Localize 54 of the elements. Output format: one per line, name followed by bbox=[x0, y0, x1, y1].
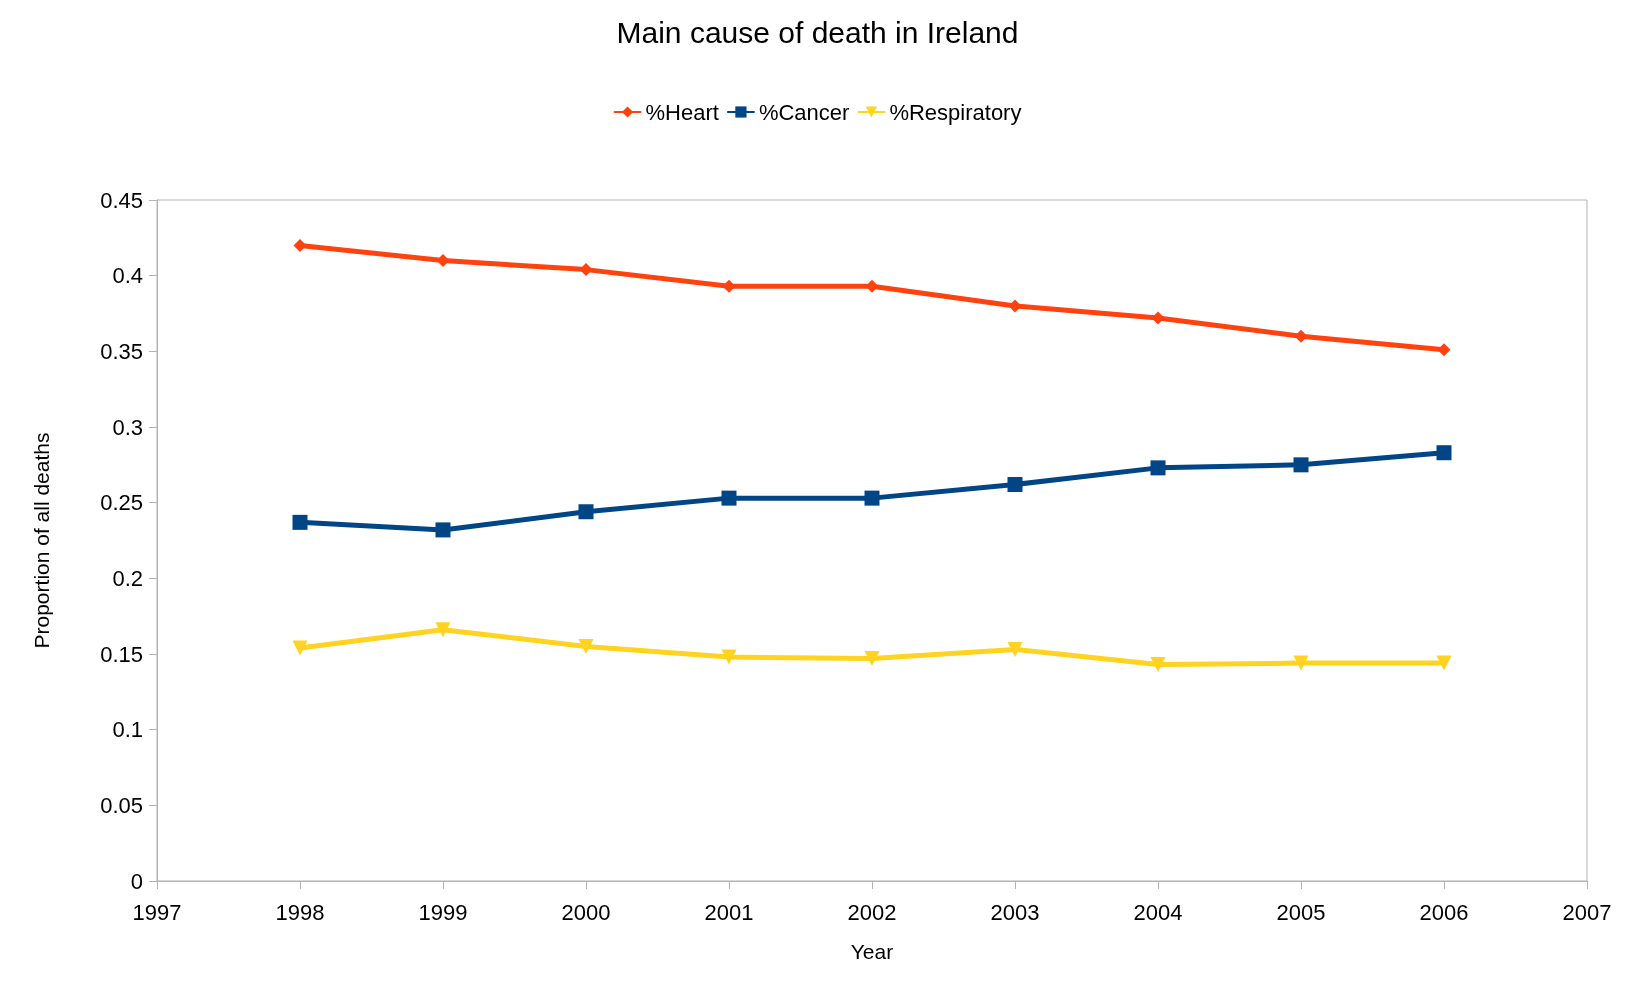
point bbox=[864, 651, 880, 667]
x-tick-label: 2003 bbox=[990, 899, 1040, 925]
y-tick-label: 0.45 bbox=[100, 187, 143, 213]
point bbox=[578, 504, 594, 520]
legend-label: %Cancer bbox=[758, 99, 850, 125]
point bbox=[293, 238, 307, 252]
point bbox=[1007, 641, 1023, 657]
y-tick-label: 0.1 bbox=[112, 717, 143, 743]
point bbox=[292, 640, 308, 656]
x-tick-label: 1998 bbox=[275, 899, 325, 925]
x-tick-label: 2004 bbox=[1133, 899, 1183, 925]
y-tick-label: 0.3 bbox=[112, 414, 143, 440]
point bbox=[436, 254, 450, 268]
legend-label: %Heart bbox=[645, 99, 719, 125]
point bbox=[578, 638, 594, 654]
legend-label: %Respiratory bbox=[889, 99, 1022, 125]
point bbox=[292, 514, 308, 530]
x-tick-label: 2005 bbox=[1276, 899, 1326, 925]
x-tick-label: 2007 bbox=[1562, 899, 1612, 925]
point bbox=[1150, 460, 1166, 476]
y-tick-label: 0.2 bbox=[112, 565, 143, 591]
y-tick-label: 0.35 bbox=[100, 338, 143, 364]
point bbox=[864, 490, 880, 506]
x-axis-title: Year bbox=[850, 940, 894, 963]
point bbox=[1150, 657, 1166, 673]
y-tick-label: 0.05 bbox=[100, 792, 143, 818]
point bbox=[435, 622, 451, 638]
point bbox=[1436, 445, 1452, 461]
point bbox=[722, 279, 736, 293]
x-tick-label: 1999 bbox=[418, 899, 468, 925]
point bbox=[1294, 329, 1308, 343]
x-tick-label: 2000 bbox=[561, 899, 611, 925]
point bbox=[435, 522, 451, 538]
point bbox=[1151, 311, 1165, 325]
point bbox=[721, 649, 737, 665]
chart-title: Main cause of death in Ireland bbox=[616, 15, 1019, 49]
point bbox=[1008, 299, 1022, 313]
x-tick-label: 2001 bbox=[704, 899, 754, 925]
y-tick-label: 0.25 bbox=[100, 490, 143, 516]
x-tick-label: 2002 bbox=[847, 899, 897, 925]
point bbox=[1293, 457, 1309, 473]
point bbox=[721, 490, 737, 506]
point bbox=[579, 263, 593, 277]
y-axis-title: Proportion of all deaths bbox=[30, 432, 53, 649]
y-tick-label: 0.4 bbox=[112, 263, 143, 289]
point bbox=[1293, 655, 1309, 671]
x-tick-label: 2006 bbox=[1419, 899, 1469, 925]
y-tick-label: 0 bbox=[130, 868, 143, 894]
y-tick-label: 0.15 bbox=[100, 641, 143, 667]
x-tick-label: 1997 bbox=[132, 899, 182, 925]
point bbox=[865, 279, 879, 293]
point bbox=[1437, 343, 1451, 357]
point bbox=[1436, 655, 1452, 671]
point bbox=[1007, 477, 1023, 493]
